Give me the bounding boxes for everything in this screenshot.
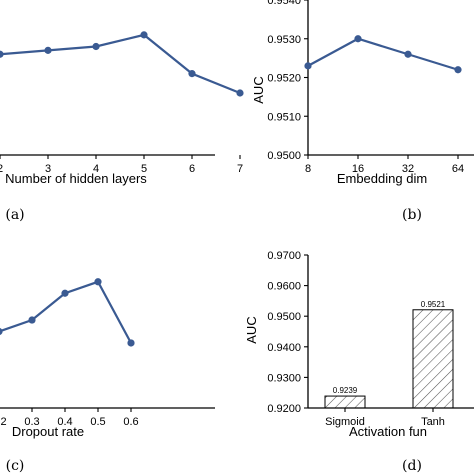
y-tick-label-b: 0.9510 [267, 111, 301, 123]
series-line-b [307, 37, 459, 71]
y-tick-label-b: 0.9540 [267, 0, 301, 7]
caption-d: (d) [402, 458, 422, 474]
data-point-c-1 [0, 328, 3, 335]
x-axis-label-c: Dropout rate [12, 424, 84, 439]
data-point-b-2 [404, 50, 412, 58]
x-axis-label-d: Activation fun [349, 424, 427, 439]
x-tick-label-a: 2 [0, 163, 3, 175]
data-point-c-2 [28, 316, 36, 324]
data-point-b-3 [454, 66, 462, 74]
caption-b: (b) [402, 207, 422, 223]
data-point-a-0 [0, 50, 4, 58]
x-axis-label-b: Embedding dim [337, 171, 427, 186]
x-tick-label-c: 0.3 [24, 416, 39, 428]
x-tick-label-c: 0.2 [0, 416, 7, 428]
bar-tanh [412, 309, 454, 409]
data-point-a-5 [236, 89, 244, 97]
data-point-a-4 [188, 70, 196, 78]
data-point-a-1 [44, 46, 52, 54]
x-tick-label-c: 0.4 [57, 416, 72, 428]
y-tick-label-d: 0.9200 [267, 403, 301, 415]
y-tick-label-b: 0.9530 [267, 34, 301, 46]
data-point-b-1 [354, 35, 362, 43]
x-tick-label-a: 7 [237, 163, 243, 175]
x-tick-label-b: 16 [352, 163, 364, 175]
y-tick-label-d: 0.9400 [267, 342, 301, 354]
data-point-c-4 [94, 278, 102, 286]
series-line-a [0, 33, 241, 95]
data-point-b-0 [304, 62, 312, 70]
x-tick-label-a: 3 [45, 163, 51, 175]
y-tick-label-d: 0.9600 [267, 281, 301, 293]
y-tick-label-d: 0.9300 [267, 372, 301, 384]
data-label-sigmoid: 0.9239 [333, 386, 358, 395]
y-tick-label-d: 0.9700 [267, 250, 301, 262]
bar-sigmoid [324, 395, 366, 409]
x-tick-label-c: 0.6 [123, 416, 138, 428]
panel-d: 0.9200 0.9300 0.9400 0.9500 0.9600 0.9700 Acti… [244, 250, 474, 439]
caption-a: (a) [5, 207, 24, 223]
panel-a: Number of hidden layers2 3 4 5 6 7 [0, 31, 244, 186]
x-tick-label-b: 64 [452, 163, 464, 175]
x-tick-label-d: Sigmoid [325, 416, 365, 428]
data-point-a-3 [140, 31, 148, 39]
x-axis-label-a: Number of hidden layers [5, 171, 147, 186]
y-tick-label-b: 0.9500 [267, 150, 301, 162]
data-label-tanh: 0.9521 [421, 300, 446, 309]
series-line-c [0, 280, 132, 344]
y-tick-label-d: 0.9500 [267, 311, 301, 323]
x-tick-label-b: 8 [305, 163, 311, 175]
data-point-a-2 [92, 42, 100, 51]
x-tick-label-a: 4 [93, 163, 99, 175]
x-tick-label-a: 6 [189, 163, 195, 175]
x-tick-label-b: 32 [402, 163, 414, 175]
data-point-c-5 [127, 339, 135, 347]
panel-b: 0.9500 0.9510 0.9520 0.9530 0.9540 Embedding … [251, 0, 474, 186]
x-tick-label-a: 5 [141, 163, 147, 175]
y-tick-label-b: 0.9520 [267, 73, 301, 85]
y-axis-label-b: AUC [251, 76, 266, 103]
x-tick-label-d: Tanh [421, 416, 445, 428]
data-point-c-3 [61, 289, 69, 297]
x-tick-label-c: 0.5 [90, 416, 105, 428]
caption-c: (c) [6, 458, 25, 474]
y-axis-label-d: AUC [244, 316, 259, 343]
panel-c: Dropout rate0.10.20.30.40.50.6 [0, 278, 215, 439]
